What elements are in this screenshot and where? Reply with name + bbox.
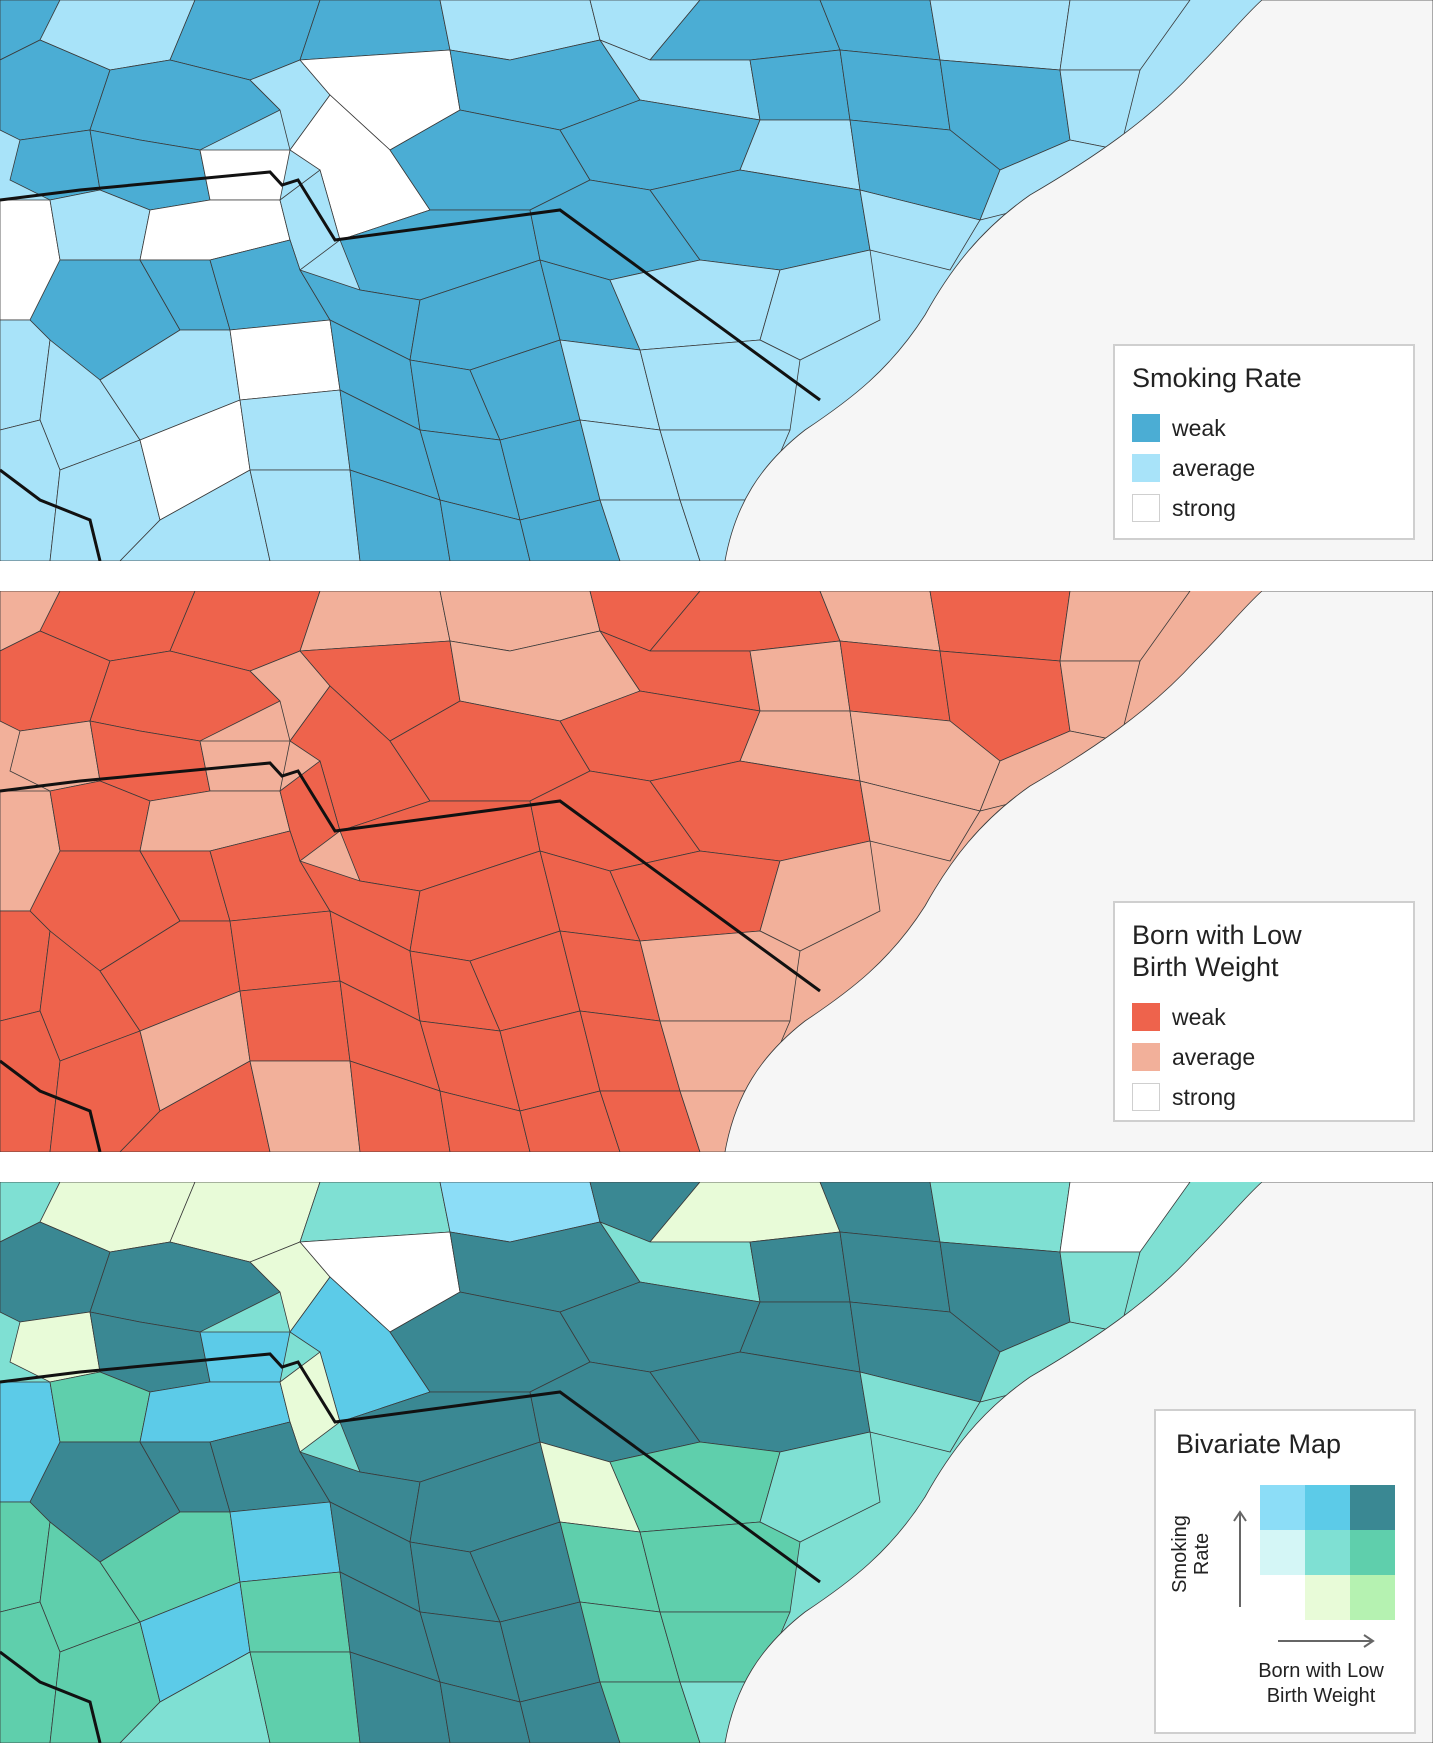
county-shape (639, 1521, 801, 1613)
birth-weight-map (0, 591, 1433, 1152)
bivariate-cell (1350, 1485, 1395, 1530)
legend-item-strong: strong (1132, 488, 1397, 528)
county-shape (929, 0, 1071, 71)
county-shape (119, 1060, 271, 1152)
state-border (0, 761, 821, 993)
legend-title: Bivariate Map (1176, 1429, 1342, 1459)
up-arrow-icon (1233, 1510, 1247, 1607)
bivariate-grid (1260, 1485, 1395, 1620)
county-shape (119, 469, 271, 561)
state-border (0, 1352, 821, 1584)
county-shape (439, 1090, 531, 1152)
county-shape (299, 591, 451, 652)
county-shape (229, 910, 341, 992)
county-shape (859, 780, 981, 862)
county-shape (249, 1651, 361, 1743)
bivariate-cell (1260, 1530, 1305, 1575)
legend-title: Smoking Rate (1132, 363, 1302, 393)
county-shape (759, 1431, 881, 1543)
county-shape (929, 1182, 1071, 1253)
county-shape (239, 1571, 351, 1653)
county-shape (229, 1501, 341, 1583)
county-shape (639, 930, 801, 1022)
swatch-weak (1132, 414, 1160, 442)
county-shape (439, 499, 531, 561)
legend-label: average (1172, 454, 1256, 481)
bivariate-cell (1260, 1575, 1305, 1620)
legend-label: weak (1172, 414, 1226, 441)
legend-item-weak: weak (1132, 997, 1397, 1037)
county-shape (749, 1231, 851, 1303)
legend-label: weak (1172, 1003, 1226, 1030)
bivariate-cell (1350, 1530, 1395, 1575)
county-shape (599, 1681, 701, 1743)
birth-weight-legend: Born with Low Birth Weight weak average … (1113, 901, 1415, 1122)
right-arrow-icon (1278, 1634, 1375, 1648)
smoking-rate-map-panel: Smoking Rate weak average strong (0, 0, 1433, 561)
county-shape (349, 469, 451, 561)
swatch-weak (1132, 1003, 1160, 1031)
county-shape (839, 1231, 951, 1313)
county-shape (599, 1090, 701, 1152)
bivariate-map-panel: Bivariate Map Smoking Rate Born with Low… (0, 1182, 1433, 1743)
county-shape (279, 1351, 341, 1453)
legend-label: average (1172, 1043, 1256, 1070)
county-shape (279, 760, 341, 862)
state-border (0, 468, 102, 561)
county-shape (279, 169, 341, 271)
swatch-average (1132, 1043, 1160, 1071)
county-shape (249, 469, 361, 561)
legend-item-average: average (1132, 448, 1397, 488)
legend-item-average: average (1132, 1037, 1397, 1077)
county-shape (299, 1182, 451, 1243)
legend-label: strong (1172, 494, 1236, 521)
county-shape (749, 640, 851, 712)
swatch-strong (1132, 494, 1160, 522)
legend-title: Born with Low Birth Weight (1132, 920, 1302, 982)
county-shape (349, 1651, 451, 1743)
county-shape (749, 49, 851, 121)
county-shape (239, 980, 351, 1062)
bivariate-cell (1305, 1530, 1350, 1575)
county-shape (439, 1681, 531, 1743)
bivariate-cell (1305, 1485, 1350, 1530)
county-shape (839, 640, 951, 722)
legend-label: strong (1172, 1083, 1236, 1110)
county-shape (519, 1090, 621, 1152)
county-shape (929, 591, 1071, 662)
state-border (0, 1650, 102, 1743)
state-border (0, 1059, 102, 1152)
county-shape (119, 1651, 271, 1743)
county-shape (229, 319, 341, 401)
birth-weight-map-panel: Born with Low Birth Weight weak average … (0, 591, 1433, 1152)
county-shape (239, 389, 351, 471)
smoking-rate-legend: Smoking Rate weak average strong (1113, 344, 1415, 540)
swatch-strong (1132, 1083, 1160, 1111)
bivariate-legend: Bivariate Map Smoking Rate Born with Low… (1154, 1409, 1416, 1734)
state-border (0, 170, 821, 402)
x-axis-label: Born with Low Birth Weight (1258, 1660, 1384, 1707)
county-shape (349, 1060, 451, 1152)
county-shape (599, 499, 701, 561)
county-shape (839, 49, 951, 131)
county-shape (519, 1681, 621, 1743)
county-shape (249, 1060, 361, 1152)
bivariate-cell (1350, 1575, 1395, 1620)
county-shape (299, 0, 451, 61)
county-shape (759, 840, 881, 952)
swatch-average (1132, 454, 1160, 482)
legend-item-weak: weak (1132, 408, 1397, 448)
bivariate-cell (1305, 1575, 1350, 1620)
county-shape (859, 1371, 981, 1453)
county-shape (639, 339, 801, 431)
county-shape (859, 189, 981, 271)
legend-item-strong: strong (1132, 1077, 1397, 1117)
county-shape (759, 249, 881, 361)
county-shape (519, 499, 621, 561)
smoking-rate-map (0, 0, 1433, 561)
bivariate-cell (1260, 1485, 1305, 1530)
y-axis-label: Smoking Rate (1169, 1515, 1213, 1593)
